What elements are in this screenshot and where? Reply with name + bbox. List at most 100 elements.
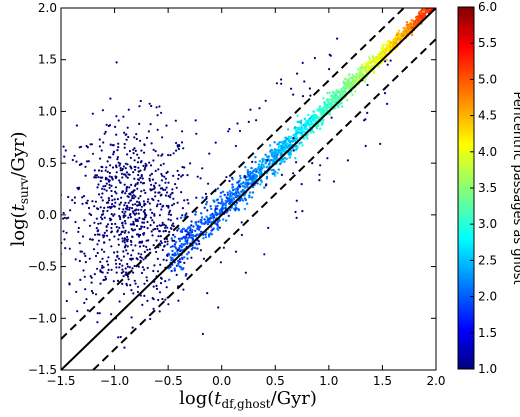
scatter-point [280, 82, 283, 85]
scatter-point [310, 122, 314, 125]
scatter-point [145, 136, 149, 139]
scatter-point [78, 146, 81, 149]
scatter-point [125, 271, 128, 274]
scatter-point [78, 259, 81, 263]
scatter-point [143, 225, 146, 229]
scatter-point [295, 161, 298, 164]
scatter-point [74, 258, 77, 261]
scatter-point [169, 256, 172, 259]
scatter-point [180, 191, 183, 194]
scatter-point [224, 199, 227, 202]
scatter-point [132, 197, 135, 200]
scatter-point [166, 226, 169, 229]
scatter-point [236, 188, 240, 191]
scatter-point [152, 285, 155, 288]
scatter-point [115, 115, 118, 118]
scatter-point [399, 38, 402, 41]
scatter-point [281, 158, 285, 161]
scatter-point [96, 230, 99, 233]
scatter-point [259, 168, 262, 171]
scatter-point [143, 250, 146, 253]
scatter-point [234, 250, 238, 253]
scatter-point [143, 294, 146, 297]
scatter-point [246, 202, 249, 205]
scatter-point [170, 237, 173, 240]
scatter-point [167, 154, 170, 157]
scatter-point [244, 166, 247, 169]
scatter-point [292, 149, 295, 152]
scatter-point [119, 167, 122, 170]
scatter-point [126, 252, 129, 255]
scatter-point [116, 198, 119, 201]
scatter-point [91, 112, 94, 115]
scatter-point [126, 153, 129, 156]
scatter-point [312, 110, 316, 113]
scatter-point [224, 203, 227, 206]
scatter-point [116, 250, 119, 253]
x-tick-label: 0.0 [212, 374, 231, 388]
scatter-point [107, 178, 110, 181]
scatter-point [217, 201, 220, 205]
scatter-point [128, 173, 131, 176]
scatter-point [250, 196, 254, 199]
scatter-point [127, 231, 130, 234]
scatter-point [134, 195, 137, 198]
scatter-point [183, 199, 186, 202]
scatter-point [104, 169, 107, 172]
scatter-point [150, 230, 153, 233]
scatter-point [259, 170, 263, 173]
scatter-point [44, 256, 46, 258]
scatter-point [136, 153, 139, 156]
scatter-point [200, 222, 204, 225]
scatter-point [275, 156, 279, 159]
scatter-point [430, 5, 432, 7]
scatter-point [89, 275, 92, 278]
scatter-point [309, 131, 312, 135]
scatter-point [320, 111, 323, 114]
scatter-point [322, 97, 325, 100]
scatter-point [112, 214, 115, 217]
scatter-point [298, 120, 301, 123]
scatter-point [366, 66, 370, 69]
scatter-point [177, 147, 180, 151]
colorbar-tick-label: 1.5 [478, 326, 497, 340]
scatter-point [326, 157, 329, 160]
scatter-point [128, 266, 131, 269]
scatter-point [173, 239, 176, 242]
scatter-point [138, 105, 141, 108]
scatter-point [191, 229, 194, 232]
scatter-point [386, 49, 389, 52]
scatter-point [94, 176, 98, 179]
scatter-point [409, 24, 412, 27]
scatter-point [117, 142, 120, 145]
scatter-point [144, 191, 147, 194]
scatter-point [177, 173, 180, 177]
scatter-point [177, 237, 181, 240]
scatter-point [88, 224, 92, 227]
scatter-point [286, 142, 289, 146]
scatter-point [405, 21, 409, 24]
scatter-point [133, 177, 136, 180]
scatter-point [140, 149, 143, 152]
scatter-point [116, 229, 119, 232]
scatter-point [126, 195, 129, 198]
scatter-point [126, 262, 129, 266]
scatter-point [176, 229, 179, 232]
scatter-point [106, 260, 109, 263]
scatter-point [230, 191, 233, 194]
scatter-point [177, 177, 180, 180]
scatter-point [68, 247, 71, 250]
scatter-point [301, 95, 305, 98]
scatter-point [145, 245, 148, 248]
scatter-point [97, 176, 100, 179]
scatter-point [294, 157, 297, 160]
scatter-point [326, 107, 329, 110]
scatter-point [342, 92, 345, 95]
scatter-point [186, 242, 189, 245]
scatter-point [159, 187, 162, 190]
scatter-point [193, 246, 197, 250]
scatter-point [118, 226, 121, 229]
scatter-point [335, 98, 338, 101]
scatter-point [124, 167, 127, 170]
scatter-point [115, 61, 118, 64]
